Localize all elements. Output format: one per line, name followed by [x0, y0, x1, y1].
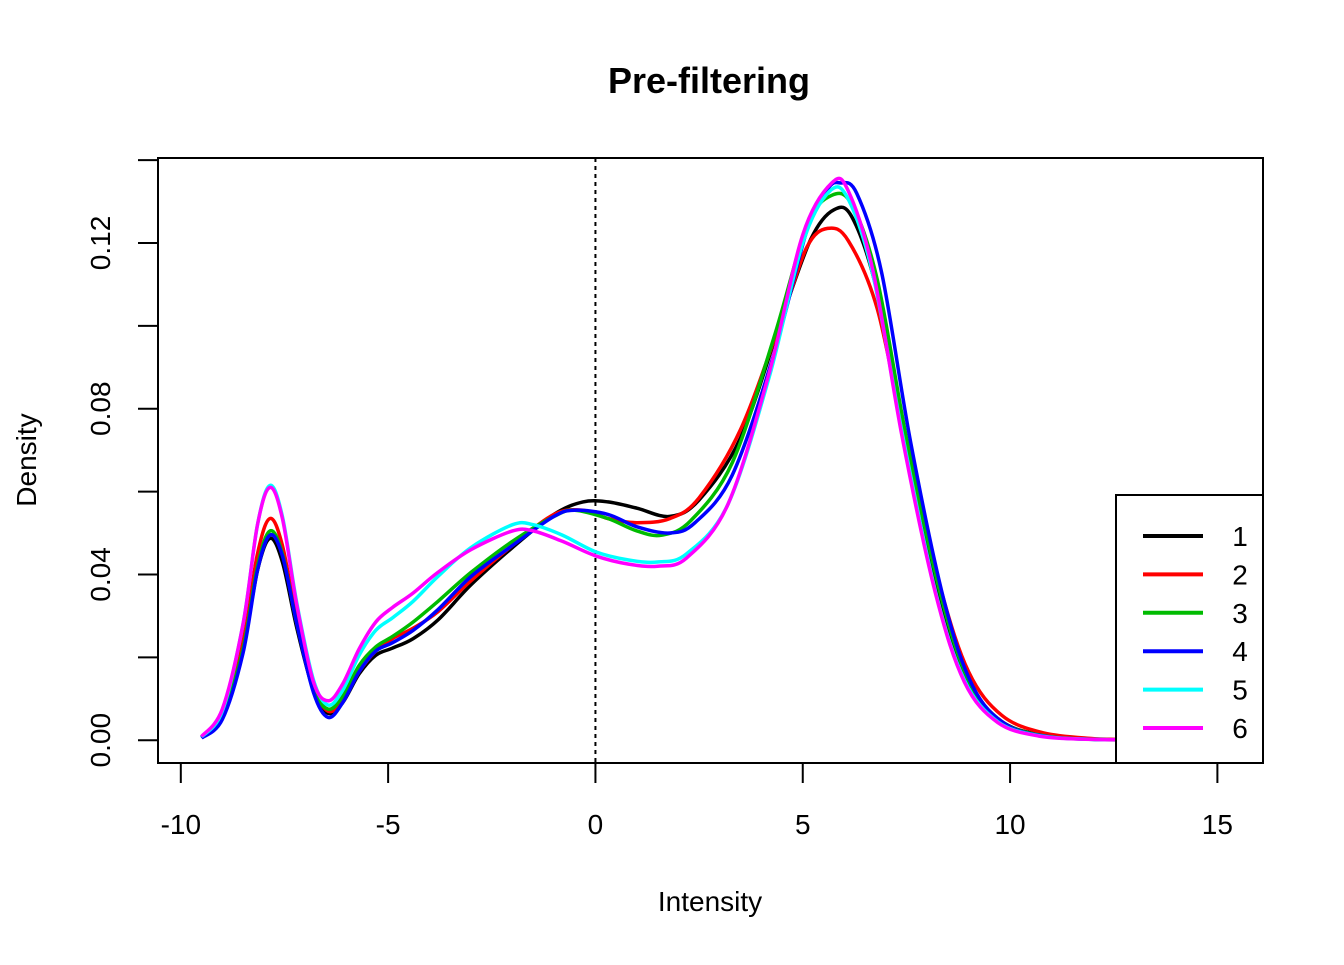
x-tick-label: 10	[994, 809, 1025, 840]
x-tick-label: -5	[376, 809, 401, 840]
legend-label-4: 4	[1232, 636, 1248, 667]
x-tick-label: 0	[588, 809, 604, 840]
chart-title: Pre-filtering	[608, 60, 810, 101]
legend-label-6: 6	[1232, 713, 1248, 744]
y-tick-label: 0.04	[85, 547, 116, 602]
x-tick-label: -10	[161, 809, 201, 840]
series-group	[200, 176, 1135, 742]
x-tick-label: 15	[1202, 809, 1233, 840]
legend-label-5: 5	[1232, 675, 1248, 706]
series-4-line	[200, 180, 1135, 742]
x-axis-label: Intensity	[658, 886, 762, 917]
legend: 1 2 3 4 5 6	[1115, 494, 1264, 764]
y-axis-label: Density	[11, 413, 42, 506]
legend-label-2: 2	[1232, 559, 1248, 590]
series-1-line	[200, 205, 1135, 742]
series-5-line	[200, 185, 1135, 742]
series-2-line	[200, 226, 1135, 742]
series-6-line	[200, 176, 1135, 742]
x-tick-label: 5	[795, 809, 811, 840]
y-tick-label: 0.12	[85, 216, 116, 270]
x-axis: -10 -5 0 5 10 15	[161, 762, 1233, 840]
plot-frame	[157, 157, 1264, 764]
y-tick-label: 0.08	[85, 381, 116, 436]
legend-box	[1115, 494, 1264, 764]
y-tick-label: 0.00	[85, 713, 116, 768]
series-3-line	[200, 191, 1135, 742]
legend-label-1: 1	[1232, 521, 1248, 552]
y-axis: 0.00 0.04 0.08 0.12	[85, 159, 159, 768]
legend-label-3: 3	[1232, 598, 1248, 629]
